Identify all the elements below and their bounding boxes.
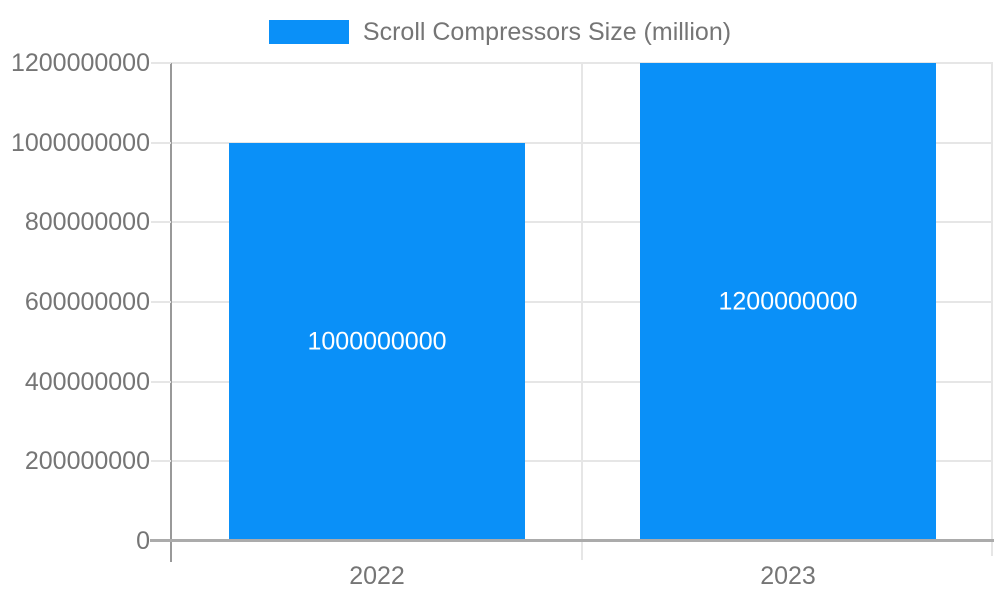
- y-tick-label: 600000000: [24, 288, 150, 316]
- y-tick-label: 0: [136, 527, 150, 555]
- legend-label: Scroll Compressors Size (million): [362, 18, 732, 46]
- y-tick-mark: [151, 380, 171, 383]
- x-tick-label: 2022: [349, 562, 405, 590]
- y-tick-mark: [151, 460, 171, 463]
- x-tick-label: 2023: [760, 562, 816, 590]
- y-tick-label: 1000000000: [10, 128, 150, 157]
- y-tick-mark: [151, 141, 171, 144]
- y-tick-label: 1200000000: [10, 49, 150, 77]
- bar-value-label: 1200000000: [718, 287, 858, 316]
- plot-right-border: [991, 63, 993, 556]
- bar[interactable]: 1200000000: [640, 63, 936, 541]
- legend-swatch: [268, 20, 349, 44]
- y-tick-label: 400000000: [24, 367, 150, 396]
- y-tick-mark: [151, 221, 171, 224]
- y-tick-mark: [151, 301, 171, 303]
- plot-area: 1000000000 1200000000: [171, 62, 993, 560]
- x-axis-line: [150, 539, 994, 542]
- v-gridline: [581, 63, 583, 560]
- y-tick-label: 200000000: [24, 447, 150, 476]
- y-tick-label: 800000000: [24, 208, 150, 237]
- y-axis-line: [170, 63, 172, 562]
- legend[interactable]: Scroll Compressors Size (million): [0, 17, 1000, 47]
- bar-value-label: 1000000000: [307, 327, 447, 356]
- bar[interactable]: 1000000000: [229, 143, 525, 541]
- y-tick-mark: [151, 62, 171, 64]
